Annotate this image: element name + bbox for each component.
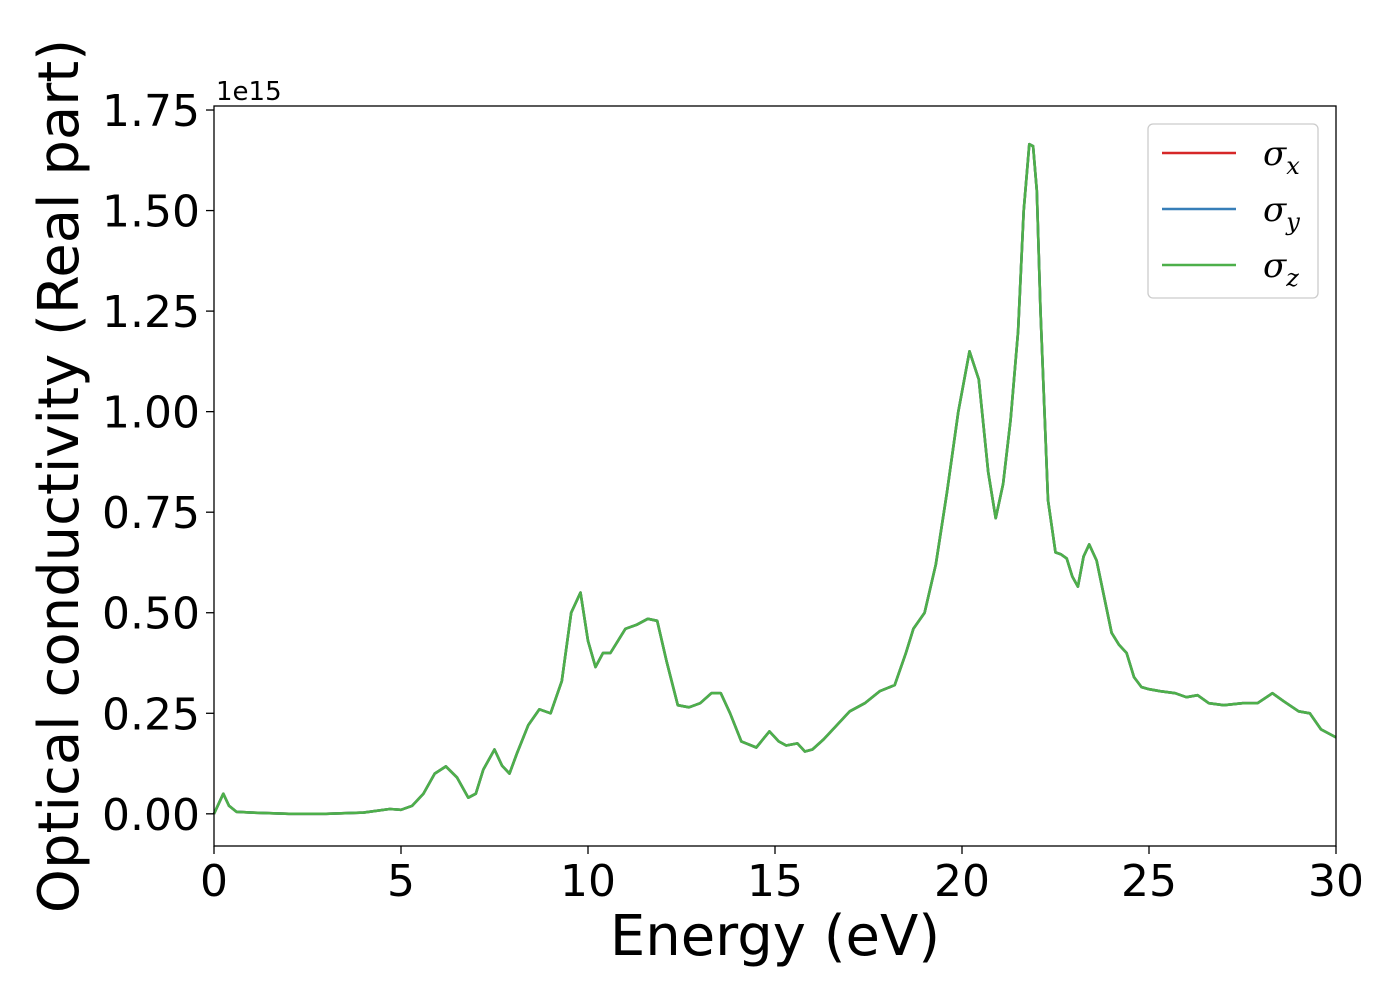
x-tick-label: 20 bbox=[934, 856, 990, 907]
plot-lines bbox=[212, 142, 1337, 816]
y-tick-label: 1.25 bbox=[102, 287, 200, 338]
x-tick-label: 5 bbox=[387, 856, 415, 907]
y-axis-ticks: 0.00 0.25 0.50 0.75 1.00 1.25 1.50 1.75 bbox=[102, 86, 214, 841]
legend-label-x: σx bbox=[1263, 134, 1300, 180]
y-offset-label: 1e15 bbox=[216, 77, 282, 107]
y-tick-label: 1.00 bbox=[102, 388, 200, 439]
x-tick-label: 0 bbox=[200, 856, 228, 907]
legend-box bbox=[1147, 123, 1319, 299]
y-tick-label: 1.50 bbox=[102, 187, 200, 238]
y-tick-label: 0.75 bbox=[102, 488, 200, 539]
y-tick-label: 1.75 bbox=[102, 86, 200, 137]
x-axis-label: Energy (eV) bbox=[610, 904, 940, 969]
y-tick-label: 0.25 bbox=[102, 689, 200, 740]
y-axis-label: Optical conductivity (Real part) bbox=[27, 39, 92, 913]
legend-label-z: σz bbox=[1263, 246, 1299, 292]
x-tick-label: 30 bbox=[1308, 856, 1364, 907]
x-axis-ticks: 0 5 10 15 20 25 30 bbox=[200, 846, 1364, 907]
series-line-z bbox=[212, 142, 1337, 816]
x-tick-label: 15 bbox=[747, 856, 803, 907]
y-tick-label: 0.00 bbox=[102, 790, 200, 841]
y-tick-label: 0.50 bbox=[102, 589, 200, 640]
legend: σx σy σz bbox=[1147, 123, 1319, 299]
x-tick-label: 25 bbox=[1121, 856, 1177, 907]
x-tick-label: 10 bbox=[560, 856, 616, 907]
legend-label-y: σy bbox=[1263, 190, 1300, 236]
